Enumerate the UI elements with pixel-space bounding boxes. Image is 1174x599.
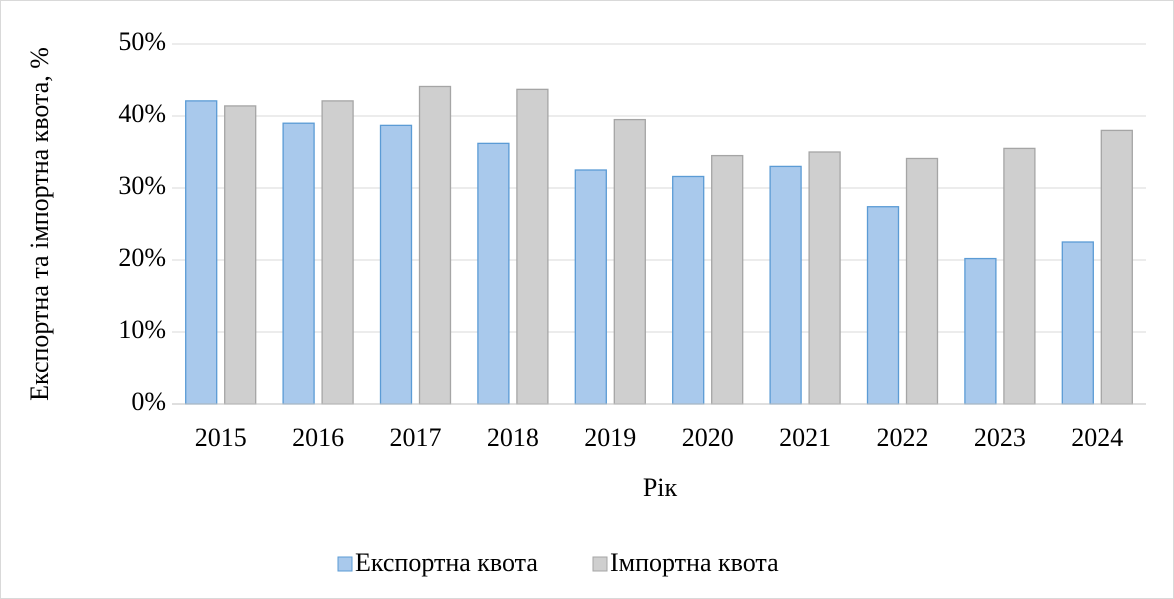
- legend-swatch: [592, 556, 608, 572]
- bar: [477, 142, 510, 405]
- x-tick-label: 2021: [779, 423, 831, 452]
- y-axis-title: Експортна та імпортна квота, %: [25, 47, 54, 401]
- bar: [1003, 147, 1036, 405]
- bar: [185, 100, 218, 405]
- legend-label: Імпортна квота: [610, 548, 779, 577]
- bar: [769, 165, 802, 405]
- y-tick-label: 10%: [118, 315, 166, 344]
- x-tick-label: 2015: [195, 423, 247, 452]
- y-tick-label: 50%: [118, 27, 166, 56]
- x-tick-label: 2019: [584, 423, 636, 452]
- legend-label: Експортна квота: [355, 548, 538, 577]
- legend-swatch: [337, 556, 353, 572]
- bar: [418, 85, 452, 405]
- bar: [574, 169, 607, 405]
- bar: [711, 154, 744, 405]
- bar: [905, 157, 939, 405]
- x-axis-title: Рік: [643, 473, 678, 502]
- y-tick-label: 20%: [118, 243, 166, 272]
- bar: [1061, 241, 1094, 405]
- bar: [282, 122, 315, 405]
- bar: [1100, 129, 1133, 405]
- bar: [321, 100, 354, 405]
- y-tick-label: 30%: [118, 171, 166, 200]
- x-tick-label: 2023: [974, 423, 1026, 452]
- x-tick-label: 2022: [877, 423, 929, 452]
- y-tick-label: 0%: [131, 387, 166, 416]
- bar: [808, 151, 841, 405]
- bar: [516, 88, 549, 405]
- bar: [613, 118, 646, 405]
- x-tick-label: 2018: [487, 423, 539, 452]
- x-tick-label: 2016: [292, 423, 344, 452]
- bar: [224, 105, 257, 405]
- x-tick-label: 2024: [1071, 423, 1123, 452]
- bar: [379, 124, 413, 405]
- bar: [672, 175, 705, 405]
- bar: [866, 206, 900, 405]
- x-tick-label: 2020: [682, 423, 734, 452]
- x-tick-label: 2017: [390, 423, 442, 452]
- y-tick-label: 40%: [118, 99, 166, 128]
- bar: [964, 257, 997, 405]
